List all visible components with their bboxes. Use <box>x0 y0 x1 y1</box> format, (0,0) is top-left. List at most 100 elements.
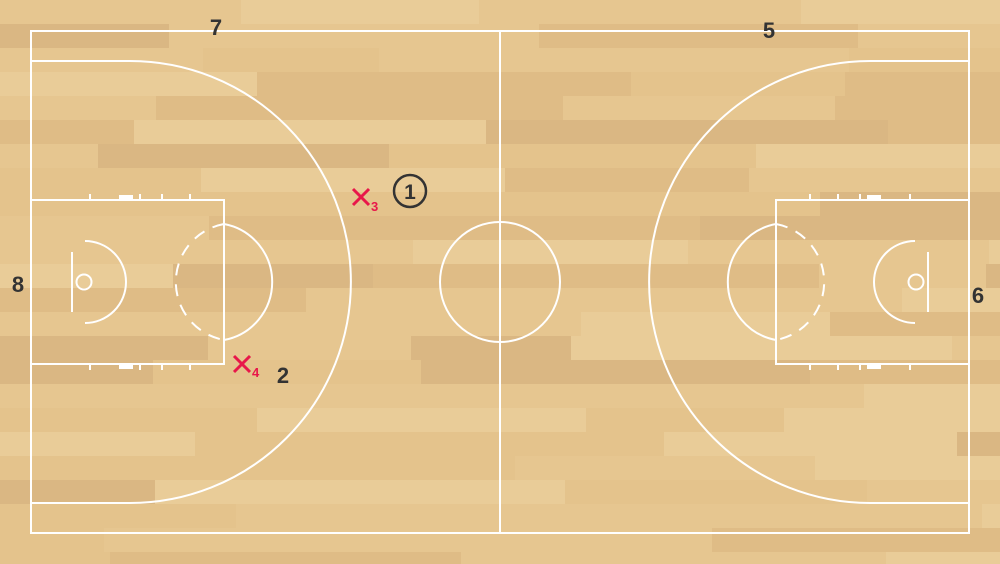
defender-x4[interactable]: 4 <box>232 354 260 380</box>
floor-plank <box>539 24 858 48</box>
floor-plank <box>749 168 1000 192</box>
floor-plank <box>607 384 864 408</box>
defender-x4-stroke <box>232 354 252 374</box>
floor-plank <box>134 120 486 144</box>
player-7-marker[interactable]: 7 <box>210 15 222 40</box>
floor-plank <box>411 336 571 360</box>
floor-plank <box>156 96 563 120</box>
floor-plank <box>801 0 1000 24</box>
defender-x3-stroke <box>351 187 371 207</box>
floor-plank <box>0 312 263 336</box>
player-5-marker[interactable]: 5 <box>763 18 775 43</box>
floor-plank <box>155 480 565 504</box>
floor-plank <box>203 48 379 72</box>
floor-plank <box>0 528 104 552</box>
floor-plank <box>389 144 756 168</box>
floor-plank <box>835 96 1000 120</box>
floor-plank <box>952 336 1000 360</box>
floor-plank <box>236 504 606 528</box>
floor-plank <box>428 528 712 552</box>
floor-plank <box>201 168 505 192</box>
floor-plank <box>505 168 749 192</box>
floor-plank <box>0 120 134 144</box>
player-2-marker[interactable]: 2 <box>277 363 289 388</box>
floor-plank <box>606 504 982 528</box>
floor-plank <box>989 240 1000 264</box>
floor-plank <box>571 336 758 360</box>
floor-plank <box>152 456 515 480</box>
floor-plank <box>98 144 389 168</box>
floor-plank <box>688 240 989 264</box>
floor-plank <box>421 360 810 384</box>
floor-plank <box>413 240 688 264</box>
floor-plank <box>257 408 586 432</box>
right-block-mark <box>867 195 881 200</box>
floor-plank <box>379 48 849 72</box>
floor-plank <box>902 288 1000 312</box>
floor-plank <box>0 168 201 192</box>
floor-plank <box>0 408 257 432</box>
center-circle <box>439 221 561 343</box>
left-block-mark <box>119 195 133 200</box>
floor-plank <box>886 552 1000 564</box>
left-three-point-line <box>31 60 352 504</box>
ball-handler-circle <box>392 173 428 209</box>
floor-plank <box>756 144 1000 168</box>
right-restricted-arc <box>873 240 916 324</box>
floor-plank <box>0 24 169 48</box>
right-free-throw-arc <box>726 223 777 341</box>
floor-plank <box>263 312 581 336</box>
floor-plank <box>586 408 784 432</box>
floor-plank <box>479 0 801 24</box>
floor-plank <box>888 120 1000 144</box>
floor-plank <box>426 384 607 408</box>
floor-plank <box>0 192 351 216</box>
floor-plank <box>565 480 867 504</box>
left-free-throw-arc-dashed <box>174 223 225 341</box>
floor-plank <box>986 264 1000 288</box>
block-marks <box>119 195 881 369</box>
left-restricted-arc <box>84 240 127 324</box>
floor-plank <box>867 480 1000 504</box>
floor-plank <box>858 24 1000 48</box>
player-1-ball-handler[interactable]: 1 <box>392 173 428 209</box>
floor-plank <box>209 216 472 240</box>
right-three-point-line <box>648 60 969 504</box>
floor-plank <box>486 120 888 144</box>
floor-plank <box>982 504 1000 528</box>
floor-plank <box>581 312 830 336</box>
floor-plank <box>563 96 835 120</box>
floor-plank <box>195 432 664 456</box>
defender-x4-number: 4 <box>252 365 260 380</box>
floor-plank <box>0 72 257 96</box>
floor-plank <box>306 288 731 312</box>
floor-plank <box>0 240 413 264</box>
right-rim <box>907 273 925 291</box>
floor-plank <box>0 216 209 240</box>
player-6-marker[interactable]: 6 <box>972 283 984 308</box>
floor-plank <box>845 72 1000 96</box>
player-8-marker[interactable]: 8 <box>12 272 24 297</box>
floor-plank <box>815 456 1000 480</box>
floor-plank <box>0 432 195 456</box>
floor-plank <box>257 72 631 96</box>
floor-plank <box>758 336 952 360</box>
floor-plank <box>957 432 1000 456</box>
floor-plank <box>0 96 156 120</box>
floor-plank <box>169 24 539 48</box>
defender-x3-number: 3 <box>371 199 378 214</box>
defender-x3[interactable]: 3 <box>351 187 378 214</box>
floor-plank <box>819 264 986 288</box>
floor-plank <box>351 192 820 216</box>
floor-plank <box>0 384 426 408</box>
floor-plank <box>664 432 957 456</box>
floor-plank <box>104 528 428 552</box>
floor-plank <box>631 72 845 96</box>
floor-plank <box>0 480 155 504</box>
floor-plank <box>241 0 479 24</box>
floor-plank <box>731 288 902 312</box>
floor-plank <box>0 0 241 24</box>
floor-plank <box>0 336 208 360</box>
